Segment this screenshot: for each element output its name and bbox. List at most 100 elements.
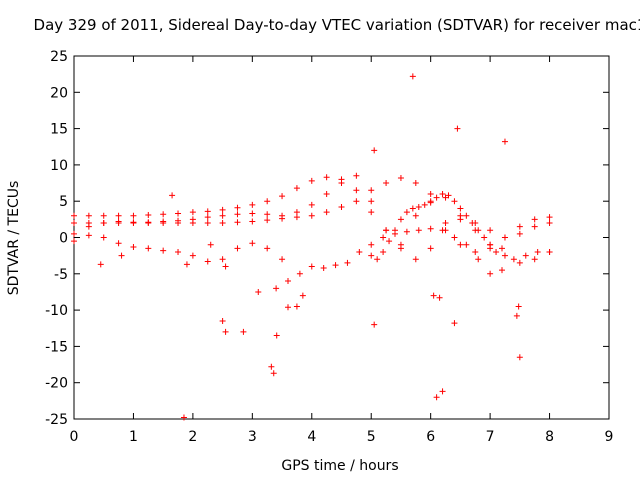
data-point — [204, 214, 211, 221]
data-point — [204, 258, 211, 265]
data-point — [356, 249, 363, 256]
y-tick-label: -10 — [45, 303, 68, 319]
data-point — [100, 212, 107, 219]
data-point — [71, 230, 77, 237]
data-point — [368, 252, 375, 259]
data-point — [493, 249, 500, 256]
data-point — [189, 219, 196, 226]
y-tick-label: -20 — [45, 376, 68, 392]
data-point — [513, 312, 520, 319]
data-point — [308, 177, 315, 184]
y-tick-label: 10 — [50, 158, 68, 174]
data-point — [436, 294, 443, 301]
data-point — [451, 198, 458, 205]
data-point — [145, 219, 152, 226]
data-point — [546, 249, 553, 256]
data-point — [204, 219, 211, 226]
data-point — [397, 174, 404, 181]
y-tick-label: 25 — [50, 49, 68, 65]
data-point — [268, 363, 275, 370]
data-point — [412, 212, 419, 219]
data-point — [273, 332, 280, 339]
data-point — [368, 209, 375, 216]
data-point — [308, 212, 315, 219]
y-tick-label: -5 — [54, 267, 68, 283]
data-point — [427, 190, 434, 197]
data-point — [546, 219, 553, 226]
data-point — [240, 328, 247, 335]
data-point — [397, 216, 404, 223]
data-point — [145, 211, 152, 218]
data-point — [487, 241, 494, 248]
data-point — [383, 227, 390, 234]
data-point — [160, 247, 167, 254]
data-point — [439, 388, 446, 395]
data-point — [118, 252, 125, 259]
data-point — [531, 223, 538, 230]
data-point — [130, 212, 137, 219]
data-point — [264, 211, 271, 218]
data-point — [219, 317, 226, 324]
data-point — [234, 219, 241, 226]
data-point — [403, 228, 410, 235]
data-point — [442, 219, 449, 226]
x-axis-label: GPS time / hours — [281, 458, 398, 474]
data-point — [463, 212, 470, 219]
data-point — [219, 256, 226, 263]
data-point — [475, 227, 482, 234]
data-point — [219, 212, 226, 219]
data-point — [409, 73, 416, 80]
data-point — [222, 263, 229, 270]
data-point — [338, 180, 345, 187]
data-point — [100, 219, 107, 226]
data-point — [501, 138, 508, 145]
data-point — [415, 227, 422, 234]
data-point — [368, 198, 375, 205]
data-point — [308, 201, 315, 208]
data-point — [501, 252, 508, 259]
data-point — [222, 328, 229, 335]
data-point — [475, 256, 482, 263]
data-point — [273, 285, 280, 292]
data-point — [234, 211, 241, 218]
data-point — [169, 192, 176, 199]
data-point — [499, 245, 505, 252]
data-point — [386, 238, 393, 245]
data-point — [234, 204, 241, 211]
data-point — [293, 209, 300, 216]
y-tick-label: -15 — [45, 339, 68, 355]
data-point — [175, 219, 182, 226]
data-point — [130, 243, 137, 250]
data-point — [234, 245, 241, 252]
data-point — [115, 218, 122, 225]
x-tick-label: 4 — [307, 429, 316, 445]
data-point — [264, 198, 271, 205]
data-point — [415, 204, 422, 211]
x-axis-ticks: 0 1 2 3 4 5 6 7 8 9 — [70, 56, 613, 445]
data-point — [451, 320, 458, 327]
data-point — [285, 304, 291, 311]
data-point — [534, 249, 541, 256]
data-point — [499, 267, 505, 274]
data-point — [219, 206, 226, 213]
chart-title: Day 329 of 2011, Sidereal Day-to-day VTE… — [34, 16, 640, 34]
y-axis-label: SDTVAR / TECUs — [6, 181, 22, 296]
data-point — [279, 193, 286, 200]
data-point — [510, 256, 517, 263]
data-point — [299, 292, 306, 299]
data-point — [451, 234, 458, 241]
data-point — [279, 256, 286, 263]
data-point — [249, 218, 256, 225]
y-tick-label: 15 — [50, 122, 68, 138]
data-point — [427, 245, 434, 252]
data-point — [380, 234, 387, 241]
data-point — [130, 219, 137, 226]
data-point — [409, 205, 416, 212]
data-point — [439, 227, 446, 234]
data-point — [323, 174, 330, 181]
data-point — [531, 216, 538, 223]
data-point — [85, 212, 92, 219]
data-point — [71, 219, 77, 226]
